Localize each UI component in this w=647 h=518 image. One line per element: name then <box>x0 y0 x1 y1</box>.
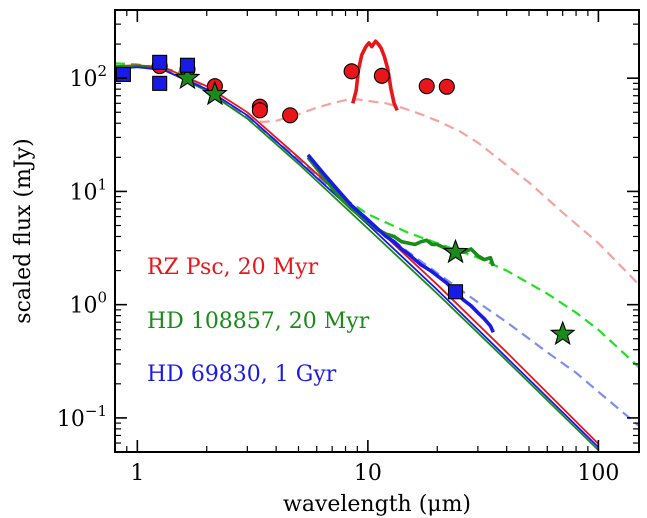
hd-108857-20-myr-stellar-model-line <box>115 65 600 451</box>
legend: RZ Psc, 20 Myr HD 108857, 20 Myr HD 69830,… <box>147 255 370 387</box>
rz-psc-20-myr-data-point <box>343 63 360 80</box>
rz-psc-20-myr-stellar-model-line <box>115 64 600 445</box>
marker-layer <box>115 54 576 346</box>
hd-108857-20-myr-data-point <box>174 64 201 90</box>
rz-psc-20-myr-spectrum-line <box>351 39 399 112</box>
rz-psc-20-myr-data-point <box>418 78 435 95</box>
legend-item-hd-108857-20-myr: HD 108857, 20 Myr <box>147 309 370 334</box>
hd-69830-1-gyr-stellar-model-line <box>115 66 600 448</box>
line-layer <box>115 39 639 451</box>
x-tick-label: 10 <box>354 461 382 486</box>
plot-frame <box>114 9 640 453</box>
legend-item-rz-psc-20-myr: RZ Psc, 20 Myr <box>147 255 319 280</box>
hd-108857-20-myr-data-point <box>549 320 576 346</box>
y-tick-label: 101 <box>69 175 107 205</box>
hd-69830-1-gyr-data-point <box>447 284 464 300</box>
hd-108857-20-myr-data-point <box>201 80 228 106</box>
hd-69830-1-gyr-data-point <box>152 54 168 70</box>
hd-69830-1-gyr-data-point <box>179 57 196 73</box>
tick-layer: 1 10 100 10−1 100 101 102 <box>57 10 639 486</box>
rz-psc-20-myr-data-point <box>282 107 299 124</box>
y-tick-label: 100 <box>69 289 107 319</box>
rz-psc-20-myr-data-point <box>251 102 268 119</box>
hd-69830-1-gyr-data-point <box>115 66 131 82</box>
rz-psc-20-myr-data-point <box>438 78 455 95</box>
rz-psc-20-myr-data-point <box>373 67 390 84</box>
x-tick-label: 1 <box>130 461 144 486</box>
y-tick-label: 10−1 <box>57 402 107 432</box>
x-tick-label: 100 <box>577 461 619 486</box>
hd-69830-1-gyr-data-point <box>152 75 168 91</box>
y-axis-label: scaled flux (mJy) <box>11 138 36 323</box>
y-tick-label: 102 <box>69 62 107 92</box>
hd-108857-20-myr-data-point <box>442 238 469 264</box>
x-axis-label: wavelength (μm) <box>283 492 471 517</box>
hd-69830-1-gyr-spectrum-line <box>306 153 495 334</box>
rz-psc-20-myr-disk-model-line <box>115 62 639 286</box>
legend-item-hd-69830-1-gyr: HD 69830, 1 Gyr <box>147 362 337 387</box>
